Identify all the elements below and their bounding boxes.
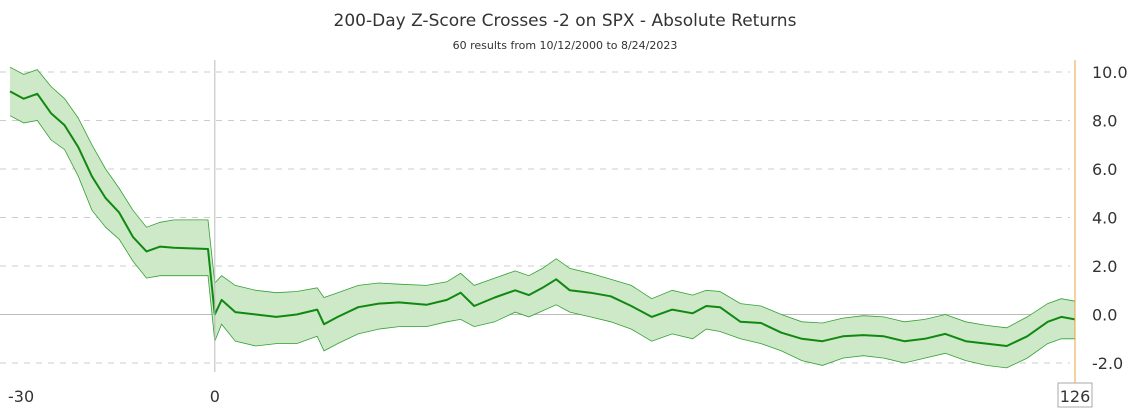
grid-layer	[0, 71, 1070, 364]
y-tick-label: 0.0	[1092, 306, 1117, 325]
y-tick-label: 6.0	[1092, 160, 1117, 179]
y-axis-labels: 10.0 8.0 6.0 4.0 2.0 0.0 -2.0	[1092, 63, 1128, 373]
x-axis-labels: -30 0 126	[8, 382, 1093, 408]
series-upper-band	[9, 66, 1076, 329]
chart-subtitle: 60 results from 10/12/2000 to 8/24/2023	[453, 39, 678, 52]
line-layer	[9, 90, 1076, 347]
marker-layer	[214, 60, 1076, 406]
end-tick-box	[1057, 382, 1093, 408]
band-layer	[9, 66, 1076, 369]
x-tick-label: -30	[8, 387, 34, 406]
y-tick-label: 4.0	[1092, 209, 1117, 228]
y-tick-label: 10.0	[1092, 63, 1128, 82]
series-average-return	[9, 90, 1076, 347]
y-tick-label: 8.0	[1092, 112, 1117, 131]
y-tick-label: 2.0	[1092, 257, 1117, 276]
chart-title: 200-Day Z-Score Crosses -2 on SPX - Abso…	[334, 11, 797, 31]
y-tick-label: -2.0	[1092, 354, 1123, 373]
series-lower-band	[9, 115, 1075, 369]
x-tick-label: 0	[210, 387, 220, 406]
x-tick-label: 126	[1060, 387, 1091, 406]
